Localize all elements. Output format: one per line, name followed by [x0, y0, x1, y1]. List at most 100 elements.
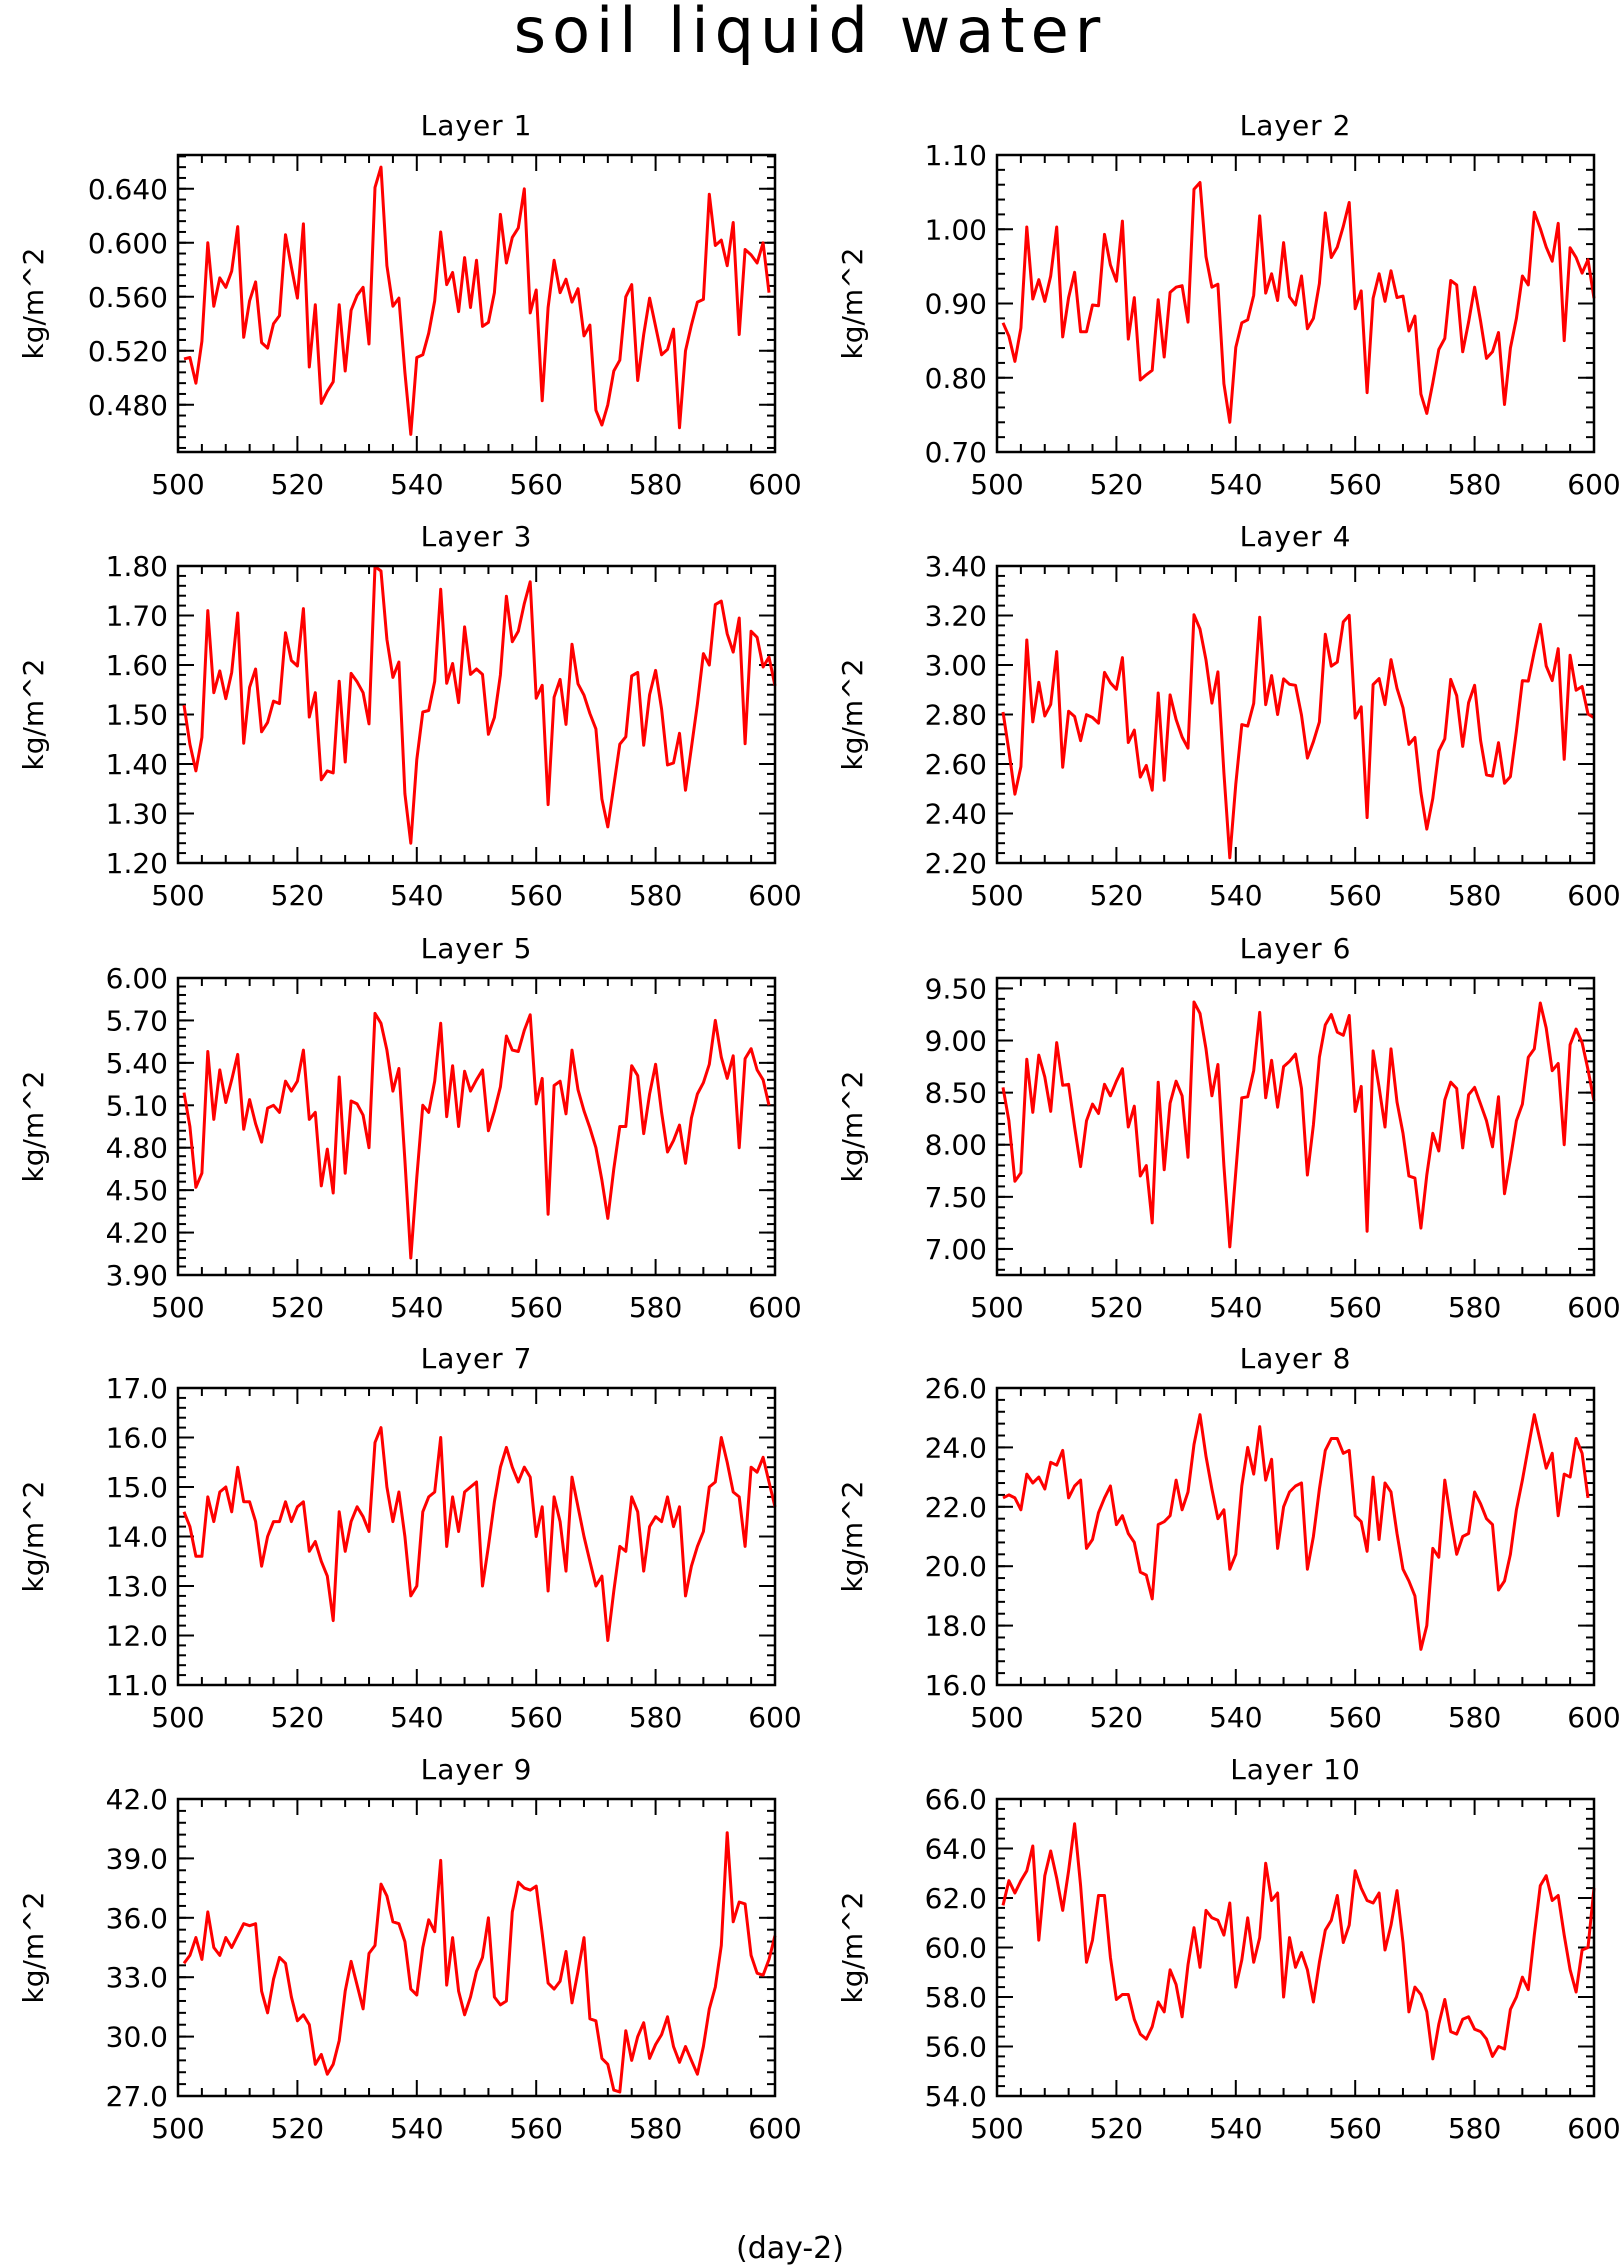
panel-title: Layer 4 [1240, 520, 1352, 553]
x-tick-label: 540 [390, 1701, 443, 1734]
panel-title: Layer 5 [421, 932, 533, 965]
y-tick-label: 42.0 [106, 1783, 168, 1816]
series-line-1 [1001, 1822, 1596, 2061]
y-axis-label: kg/m^2 [17, 1071, 50, 1183]
x-tick-label: 600 [748, 1701, 801, 1734]
y-tick-label: 0.520 [88, 335, 168, 368]
x-tick-label: 560 [1328, 2112, 1381, 2145]
y-tick-label: 30.0 [106, 2021, 168, 2054]
x-tick-label: 600 [1567, 2112, 1620, 2145]
series-line-1 [1001, 1000, 1596, 1249]
panel-title: Layer 9 [421, 1753, 533, 1786]
x-tick-label: 540 [1209, 879, 1262, 912]
y-tick-label: 9.50 [925, 972, 987, 1005]
x-tick-label: 580 [629, 2112, 682, 2145]
plot-frame [995, 1386, 1596, 1687]
y-tick-label: 58.0 [925, 1981, 987, 2014]
y-tick-label: 1.30 [106, 798, 168, 831]
x-tick-label: 500 [970, 468, 1023, 501]
y-tick-label: 20.0 [925, 1550, 987, 1583]
x-tick-label: 600 [1567, 468, 1620, 501]
y-tick-label: 5.40 [106, 1047, 168, 1080]
y-axis-label: kg/m^2 [836, 1071, 869, 1183]
x-tick-label: 520 [1090, 1701, 1143, 1734]
y-tick-label: 1.40 [106, 748, 168, 781]
x-tick-label: 500 [151, 1291, 204, 1324]
y-axis-label: kg/m^2 [17, 1892, 50, 2004]
y-tick-label: 9.00 [925, 1025, 987, 1058]
chart-panel-8: Layer 8 kg/m^2 500 520 540 560 580 600 16.0 18.0 2… [836, 1342, 1620, 1734]
x-tick-label: 500 [970, 879, 1023, 912]
y-tick-label: 1.50 [106, 699, 168, 732]
x-tick-label: 600 [748, 2112, 801, 2145]
x-tick-label: 600 [1567, 1701, 1620, 1734]
x-tick-label: 500 [970, 1291, 1023, 1324]
y-tick-label: 26.0 [925, 1372, 987, 1405]
series-line-1 [182, 1011, 771, 1260]
y-tick-label: 0.90 [925, 288, 987, 321]
series-line-1 [183, 165, 771, 436]
y-tick-label: 8.50 [925, 1077, 987, 1110]
x-tick-label: 600 [1567, 879, 1620, 912]
y-tick-label: 24.0 [925, 1431, 987, 1464]
y-tick-label: 1.20 [106, 847, 168, 880]
x-tick-label: 500 [151, 1701, 204, 1734]
y-tick-label: 7.50 [925, 1181, 987, 1214]
x-tick-label: 560 [509, 2112, 562, 2145]
y-tick-label: 64.0 [925, 1833, 987, 1866]
x-tick-label: 500 [151, 879, 204, 912]
x-axis-footer-label: (day-2) [736, 2231, 844, 2266]
x-tick-label: 520 [271, 1701, 324, 1734]
figure-title: soil liquid water [514, 0, 1106, 67]
chart-panel-10: Layer 10 kg/m^2 500 520 540 560 580 600 54.0 56.0… [836, 1753, 1620, 2145]
x-tick-label: 560 [1328, 879, 1381, 912]
x-tick-label: 520 [1090, 1291, 1143, 1324]
plot-frame [995, 1797, 1596, 2098]
series-line-1 [182, 1831, 777, 2094]
series-line-1 [1002, 1413, 1590, 1651]
x-tick-label: 540 [390, 879, 443, 912]
x-tick-label: 560 [1328, 1291, 1381, 1324]
y-tick-label: 0.480 [88, 389, 168, 422]
y-tick-label: 56.0 [925, 2031, 987, 2064]
x-tick-label: 540 [1209, 1701, 1262, 1734]
x-tick-label: 580 [629, 1291, 682, 1324]
y-tick-label: 7.00 [925, 1233, 987, 1266]
y-tick-label: 22.0 [925, 1491, 987, 1524]
x-tick-label: 580 [629, 879, 682, 912]
plot-frame [176, 976, 777, 1277]
panel-title: Layer 8 [1240, 1342, 1352, 1375]
chart-panel-4: Layer 4 kg/m^2 500 520 540 560 580 600 2.20 2.40 2… [836, 520, 1620, 912]
y-tick-label: 15.0 [106, 1471, 168, 1504]
plot-frame [995, 976, 1596, 1277]
chart-panel-5: Layer 5 kg/m^2 500 520 540 560 580 600 3.90 4.20 4… [17, 932, 802, 1324]
x-tick-label: 580 [1448, 2112, 1501, 2145]
chart-panel-9: Layer 9 kg/m^2 500 520 540 560 580 600 27.0 30.0 3… [17, 1753, 802, 2145]
plot-frame [176, 1797, 777, 2098]
x-tick-label: 600 [748, 879, 801, 912]
x-tick-label: 560 [1328, 468, 1381, 501]
y-tick-label: 2.20 [925, 847, 987, 880]
y-tick-label: 54.0 [925, 2080, 987, 2113]
y-tick-label: 4.50 [106, 1174, 168, 1207]
y-tick-label: 11.0 [106, 1669, 168, 1702]
y-tick-label: 1.00 [925, 213, 987, 246]
panels-group: Layer 1 kg/m^2 500 520 540 560 580 600 0.480 0.52… [17, 109, 1620, 2145]
y-tick-label: 5.70 [106, 1004, 168, 1037]
y-tick-label: 0.70 [925, 436, 987, 469]
y-tick-label: 0.80 [925, 362, 987, 395]
x-tick-label: 560 [1328, 1701, 1381, 1734]
x-tick-label: 540 [1209, 468, 1262, 501]
y-tick-label: 3.00 [925, 649, 987, 682]
chart-panel-7: Layer 7 kg/m^2 500 520 540 560 580 600 11.0 12.0 1… [17, 1342, 802, 1734]
x-tick-label: 520 [1090, 879, 1143, 912]
x-tick-label: 500 [970, 1701, 1023, 1734]
chart-panel-2: Layer 2 kg/m^2 500 520 540 560 580 600 0.70 0.80 0… [836, 109, 1620, 501]
y-tick-label: 14.0 [106, 1521, 168, 1554]
y-tick-label: 1.70 [106, 600, 168, 633]
x-tick-label: 560 [509, 1701, 562, 1734]
x-tick-label: 540 [1209, 1291, 1262, 1324]
panel-title: Layer 7 [421, 1342, 533, 1375]
x-tick-label: 520 [1090, 2112, 1143, 2145]
